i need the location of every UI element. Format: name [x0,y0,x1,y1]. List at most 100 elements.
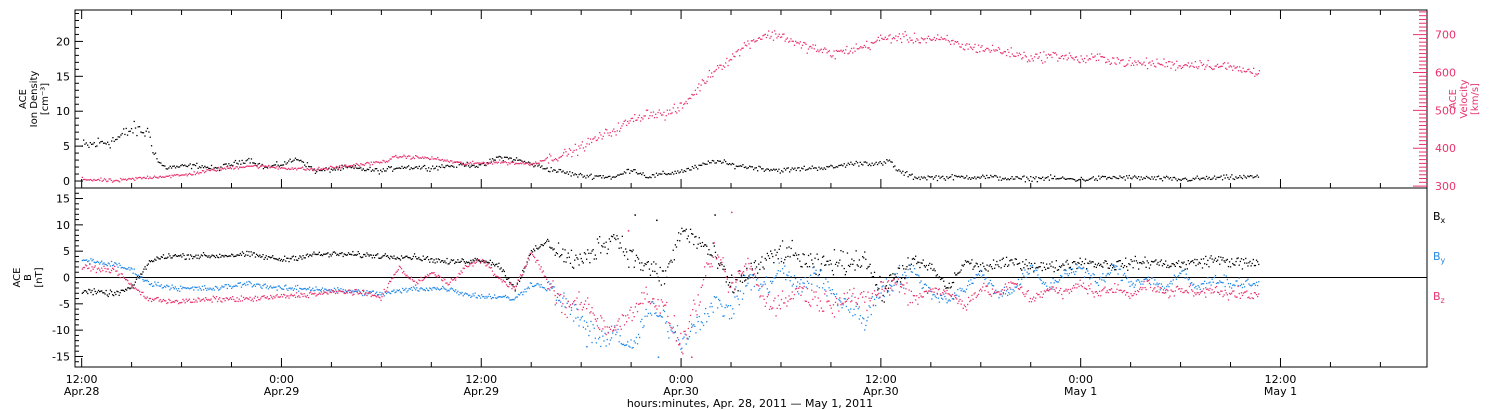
bx-series-point [1166,266,1168,268]
bx-series-point [1043,266,1046,268]
bz-series-point [279,296,281,298]
by-series-point [334,289,337,291]
by-series-point [127,268,129,270]
velocity-series-point [743,42,745,44]
bx-series-point [908,264,910,266]
bx-series-point [857,265,859,267]
bz-series-point [483,262,485,264]
bz-series-point [513,286,515,288]
velocity-series-point [1100,56,1102,58]
density-series-point [1227,176,1229,179]
density-series-point [467,165,470,167]
bx-series-point [235,255,237,257]
bx-series-point [382,255,384,257]
density-series-point [1052,177,1054,180]
bx-series-point [165,257,167,259]
by-series-point [494,294,496,296]
bz-series-point [155,297,157,300]
density-series-point [739,165,741,167]
bz-series-point [211,301,213,303]
by-series-point [392,290,394,292]
density-series-point [292,160,294,162]
by-series-point [193,289,195,291]
density-series-point [210,164,213,167]
bz-series-point [205,297,207,299]
velocity-series-point [293,167,296,170]
by-series-point [590,320,592,323]
density-series-point [101,140,103,143]
density-series-point [154,152,157,154]
density-series-point [650,176,652,179]
bx-series-point [882,294,884,297]
velocity-series-point [605,128,607,130]
density-series-point [834,167,836,169]
bx-series-point [237,254,239,256]
velocity-series-point [205,170,207,173]
bz-series-point [387,282,390,285]
by-series-point [170,287,172,289]
velocity-series-point [904,31,906,33]
bx-series-point [811,259,813,261]
bx-series-point [92,294,94,296]
velocity-series-point [476,162,479,164]
bx-series-point [928,264,930,266]
bz-series-point [200,299,202,301]
velocity-series-point [505,162,508,164]
density-series-point [765,169,767,171]
velocity-series-point [757,37,759,39]
bz-series-point [444,279,446,281]
by-series-point [496,297,498,299]
density-series-point [463,165,466,167]
bz-series-point [871,292,873,295]
density-series-point [571,172,574,174]
bx-series-point [544,242,547,244]
by-series-point [877,287,879,289]
bx-series-point [509,281,511,284]
density-series-point [662,170,664,172]
density-series-point [651,174,654,176]
by-series-point [1022,273,1024,275]
velocity-series-point [455,161,458,163]
bz-series-point [917,303,919,305]
by-series-point [100,261,102,264]
velocity-series-point [532,162,534,164]
velocity-series-point [1165,62,1167,64]
velocity-series-point [790,38,792,40]
by-series-point [419,288,421,290]
velocity-series-point [616,130,618,132]
density-series-point [818,166,820,168]
velocity-series-point [1022,57,1024,59]
by-series-point [647,312,649,315]
velocity-series-point [1073,59,1075,61]
by-series-point [492,297,495,299]
velocity-series-point [226,166,228,168]
velocity-series-point [395,154,397,157]
bx-series-point [476,258,478,260]
velocity-series-point [627,120,629,123]
velocity-series-point [1036,53,1038,55]
density-series-point [846,164,848,166]
bx-series-point [830,263,832,265]
by-series-point [653,302,655,305]
by-series-point [381,292,383,294]
bx-series-point [1003,265,1006,267]
bx-series-point [332,251,334,253]
velocity-series-point [340,167,342,169]
density-series-point [418,165,420,167]
bx-series-point [169,255,171,257]
bz-series-point [628,317,630,319]
by-series-point [663,310,666,313]
bz-series-point [140,294,142,296]
by-series-point [264,283,266,285]
bz-series-point [188,298,191,300]
bx-series-point [200,254,202,256]
bz-series-point [697,294,699,296]
velocity-series-point [804,42,806,44]
bx-series-point [1244,262,1246,264]
velocity-series-point [234,167,236,169]
velocity-series-point [863,44,865,47]
by-series-point [442,285,444,288]
by-series-point [307,288,310,290]
bz-series-point [167,302,169,304]
bx-series-point [466,262,469,264]
